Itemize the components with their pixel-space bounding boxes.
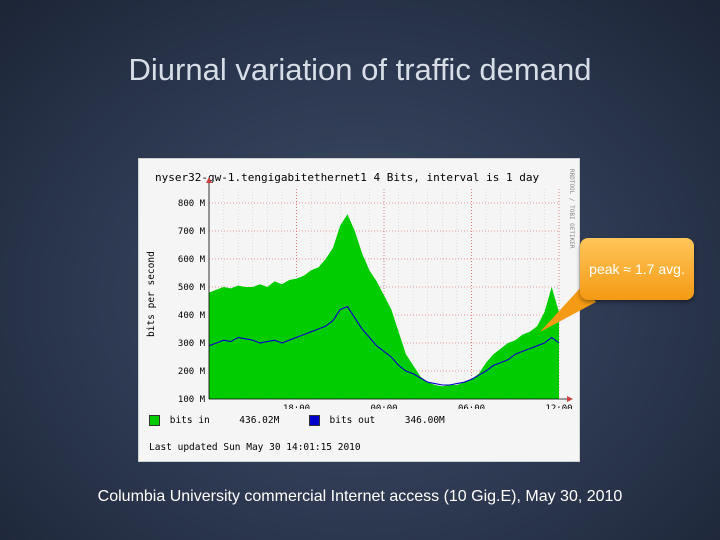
- legend-value-bits-out: 346.00M: [404, 415, 445, 426]
- y-axis-label: bits per second: [146, 251, 157, 337]
- legend-swatch-bits-in: [149, 415, 160, 426]
- y-axis-arrow: [206, 177, 212, 183]
- legend-label-bits-out: bits out: [329, 415, 376, 426]
- y-tick-label: 500 M: [178, 283, 206, 293]
- x-tick-label: 18:00: [283, 404, 310, 409]
- legend-value-bits-in: 436.02M: [239, 415, 280, 426]
- traffic-chart: nyser32-gw-1.tengigabitethernet1 4 Bits,…: [146, 169, 575, 414]
- last-updated-text: Last updated Sun May 30 14:01:15 2010: [149, 442, 361, 453]
- series-area-bits-in: [209, 214, 559, 399]
- x-tick-label: 00:00: [370, 404, 397, 409]
- y-tick-label: 100 M: [178, 395, 206, 405]
- traffic-chart-panel: nyser32-gw-1.tengigabitethernet1 4 Bits,…: [138, 158, 580, 462]
- x-axis-arrow: [567, 396, 573, 402]
- y-tick-label: 400 M: [178, 311, 206, 321]
- y-tick-label: 600 M: [178, 255, 206, 265]
- peak-callout-text: peak ≈ 1.7 avg.: [589, 261, 685, 277]
- y-tick-label: 800 M: [178, 199, 206, 209]
- chart-legend: bits in 436.02M bits out 346.00M: [149, 415, 445, 426]
- legend-label-bits-in: bits in: [169, 415, 210, 426]
- y-tick-label: 300 M: [178, 339, 206, 349]
- rrdtool-side-label: RRDTOOL / TOBI OETIKER: [568, 169, 575, 249]
- chart-series: [208, 214, 560, 399]
- x-tick-label: 06:00: [458, 404, 485, 409]
- y-tick-label: 700 M: [178, 227, 206, 237]
- chart-title: nyser32-gw-1.tengigabitethernet1 4 Bits,…: [155, 171, 539, 184]
- peak-callout: peak ≈ 1.7 avg.: [580, 238, 694, 300]
- slide-title: Diurnal variation of traffic demand: [128, 52, 592, 87]
- series-line-bits-out: [208, 305, 560, 386]
- x-tick-label: 12:00: [545, 404, 572, 409]
- y-tick-label: 200 M: [178, 367, 206, 377]
- legend-swatch-bits-out: [308, 415, 320, 426]
- slide-caption: Columbia University commercial Internet …: [97, 488, 623, 505]
